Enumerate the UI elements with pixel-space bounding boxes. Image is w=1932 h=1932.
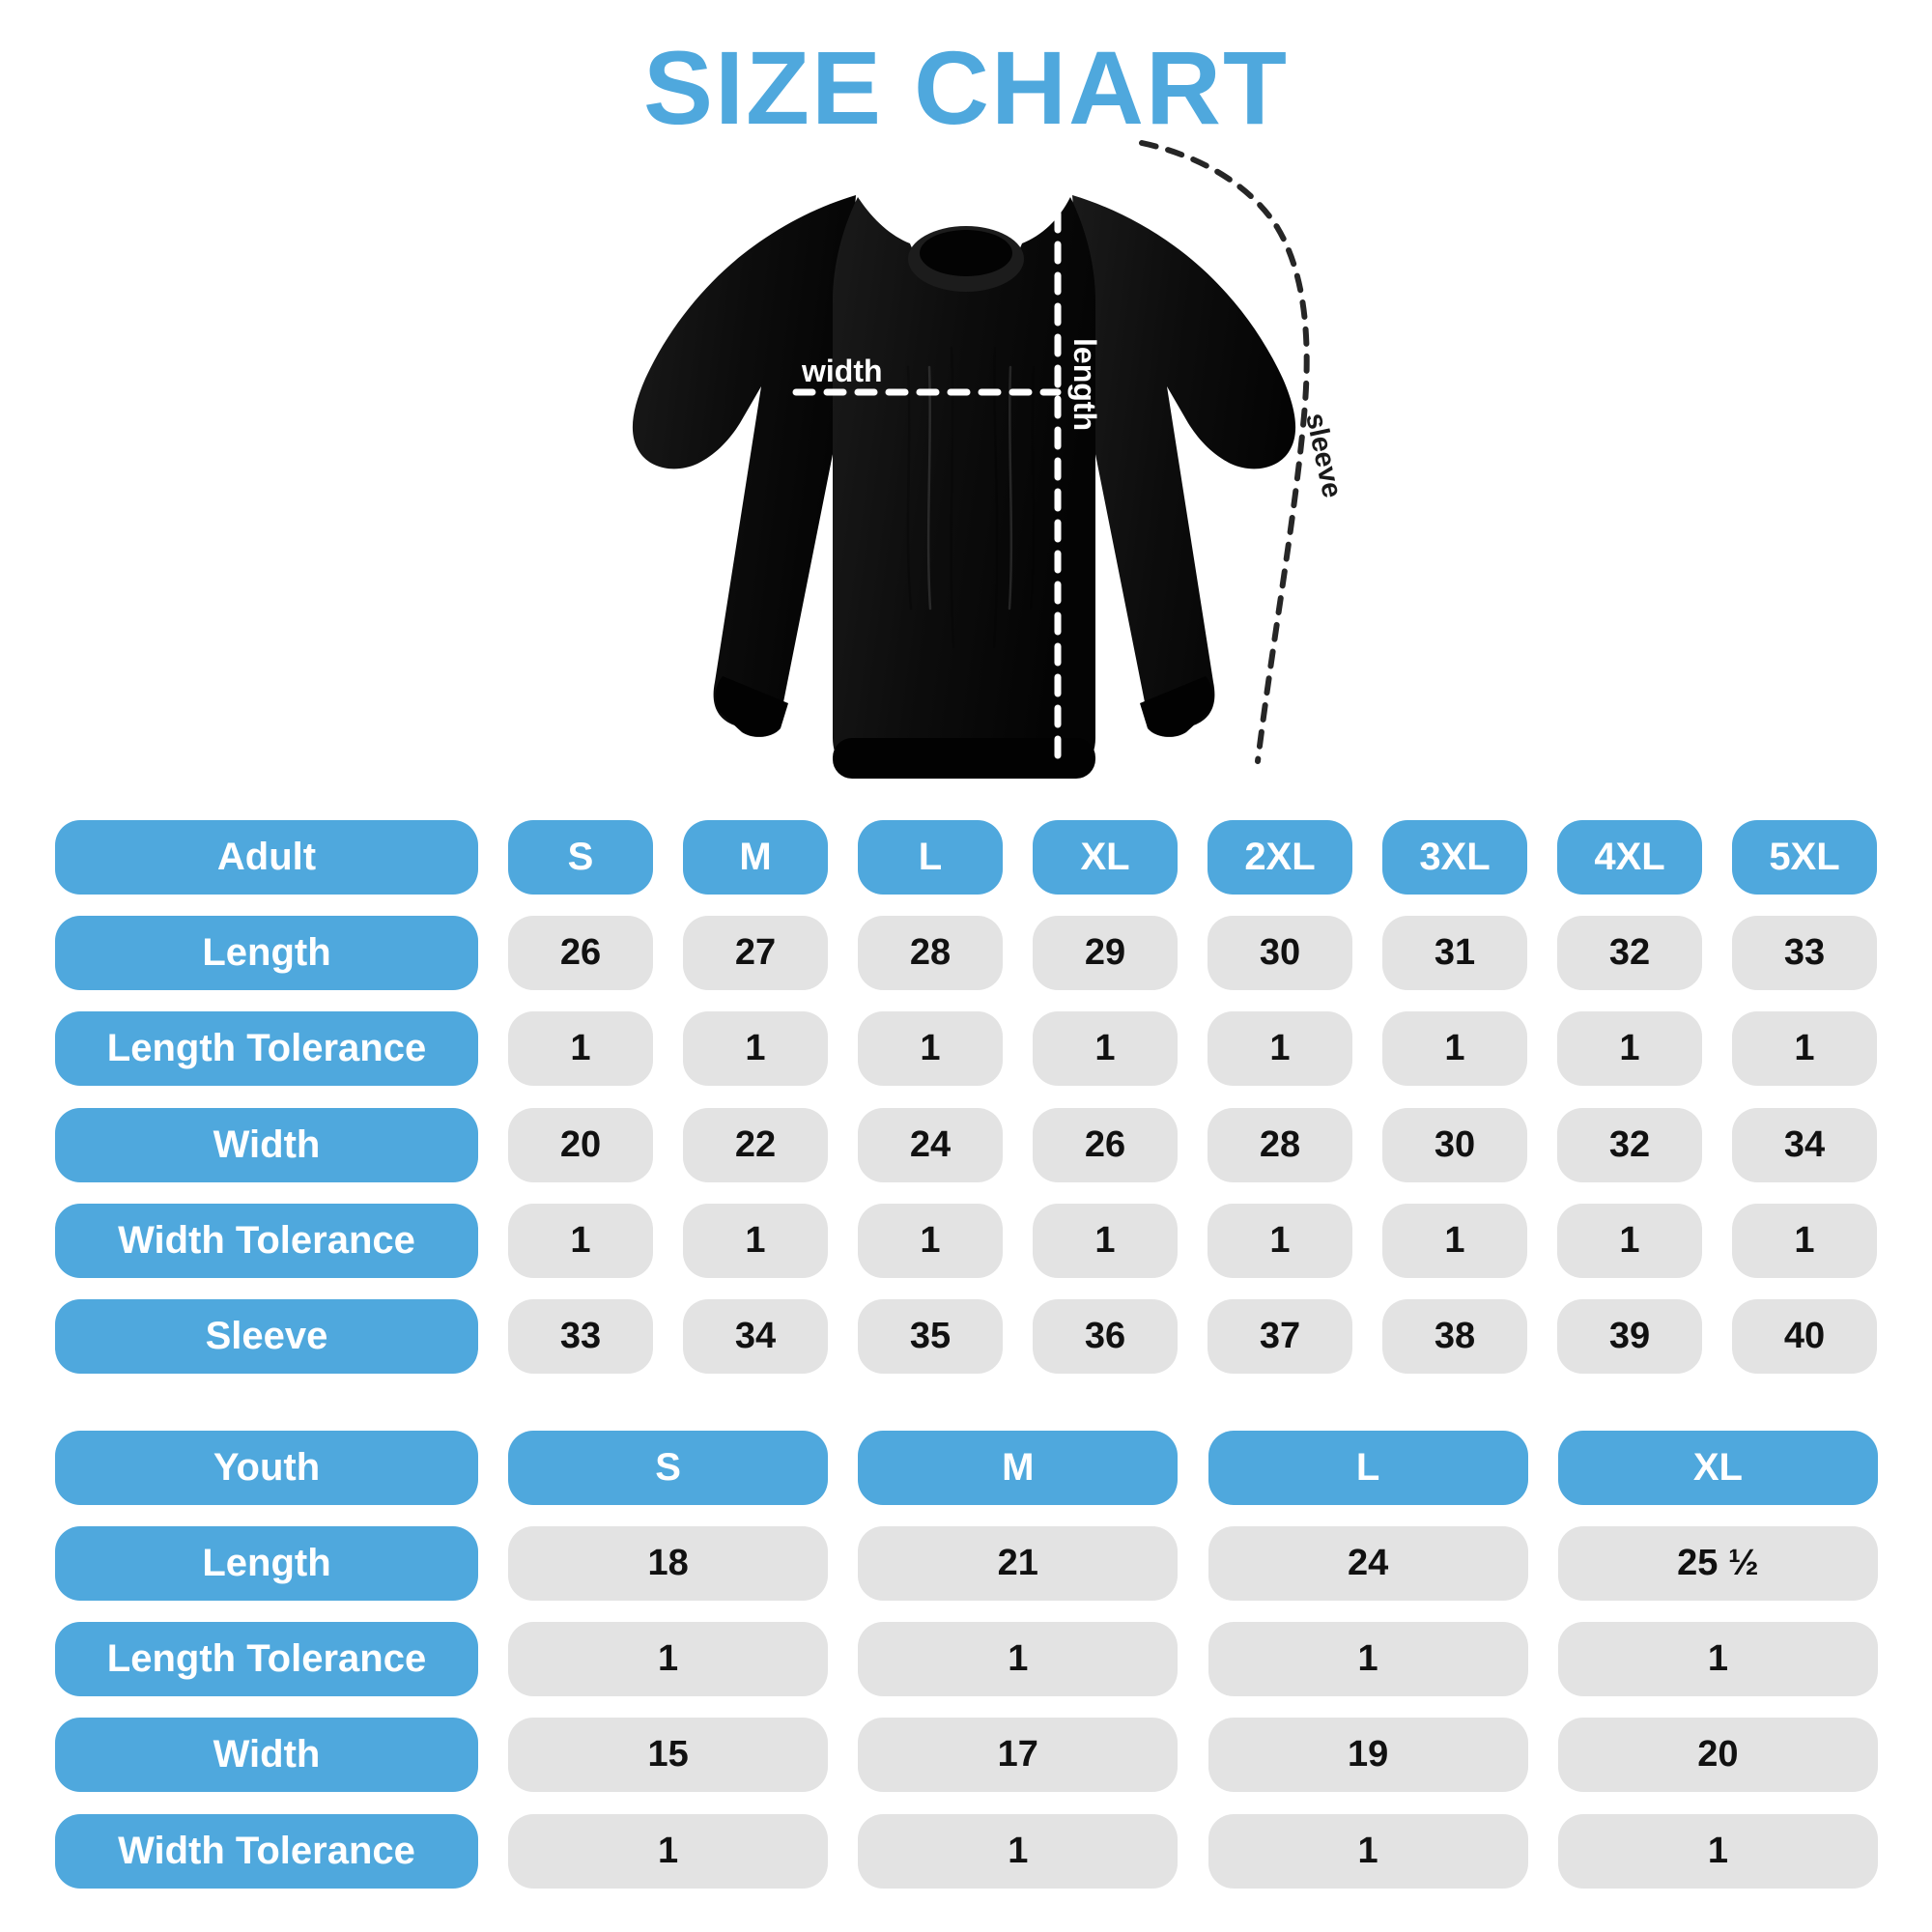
svg-text:sleeve: sleeve bbox=[1299, 411, 1348, 500]
svg-text:length: length bbox=[1067, 338, 1102, 431]
svg-text:width: width bbox=[801, 354, 883, 388]
